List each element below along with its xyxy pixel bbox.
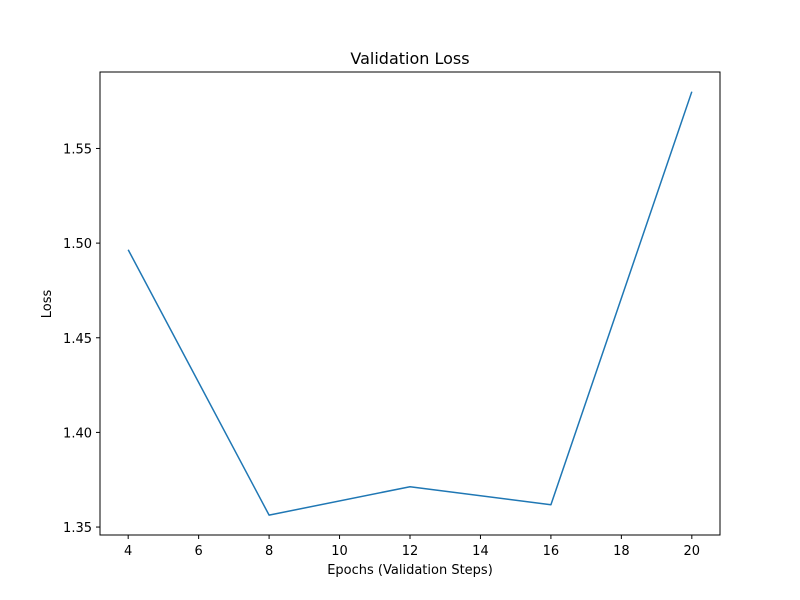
series-line [127, 91, 693, 516]
x-tick-label: 12 [402, 544, 419, 559]
y-tick-label: 1.50 [63, 237, 92, 252]
x-axis: 4 6 8 10 12 14 16 18 20 [124, 535, 700, 559]
chart-title: Validation Loss [350, 49, 469, 68]
y-tick-label: 1.55 [63, 142, 92, 157]
x-tick-label: 14 [472, 544, 489, 559]
y-tick-label: 1.40 [63, 426, 92, 441]
x-tick-label: 4 [124, 544, 132, 559]
x-tick-label: 16 [543, 544, 560, 559]
x-tick-label: 6 [194, 544, 202, 559]
x-tick-label: 8 [265, 544, 273, 559]
x-tick-label: 18 [613, 544, 630, 559]
x-tick-label: 20 [684, 544, 701, 559]
y-tick-label: 1.45 [63, 332, 92, 347]
y-axis: 1.35 1.40 1.45 1.50 1.55 [63, 142, 100, 536]
y-axis-label: Loss [40, 290, 55, 319]
y-tick-label: 1.35 [63, 521, 92, 536]
x-axis-label: Epochs (Validation Steps) [327, 563, 493, 578]
x-tick-label: 10 [331, 544, 348, 559]
